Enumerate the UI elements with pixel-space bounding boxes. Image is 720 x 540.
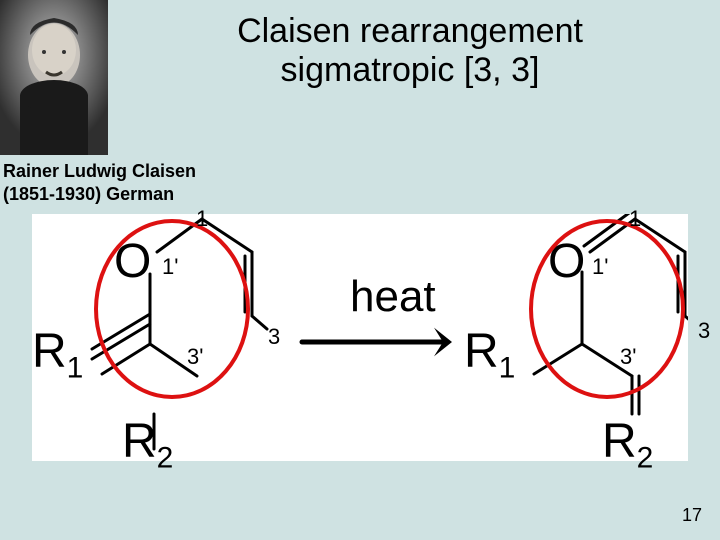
atom-number: 1 bbox=[196, 206, 208, 232]
atom-number: 1' bbox=[592, 254, 608, 280]
left-R2: R2 bbox=[122, 414, 173, 476]
portrait-svg bbox=[0, 0, 108, 155]
right-R1: R1 bbox=[464, 324, 515, 386]
title-line1: Claisen rearrangement bbox=[130, 12, 690, 51]
reaction-scheme: heat O R1 R2 O R1 R2 11'33'11'33' bbox=[32, 214, 688, 461]
page-number: 17 bbox=[682, 505, 702, 526]
atom-number: 1 bbox=[629, 206, 641, 232]
atom-number: 1' bbox=[162, 254, 178, 280]
caption-line2: (1851-1930) German bbox=[3, 183, 196, 206]
left-R1: R1 bbox=[32, 324, 83, 386]
portrait-caption: Rainer Ludwig Claisen (1851-1930) German bbox=[3, 160, 196, 205]
caption-line1: Rainer Ludwig Claisen bbox=[3, 160, 196, 183]
slide-title: Claisen rearrangement sigmatropic [3, 3] bbox=[130, 12, 690, 90]
title-line2: sigmatropic [3, 3] bbox=[130, 51, 690, 90]
atom-number: 3' bbox=[620, 344, 636, 370]
atom-number: 3' bbox=[187, 344, 203, 370]
atom-number: 3 bbox=[268, 324, 280, 350]
right-circle bbox=[529, 219, 685, 399]
right-R2: R2 bbox=[602, 414, 653, 476]
heat-label: heat bbox=[350, 272, 436, 322]
left-circle bbox=[94, 219, 250, 399]
claisen-portrait bbox=[0, 0, 108, 155]
atom-number: 3 bbox=[698, 318, 710, 344]
